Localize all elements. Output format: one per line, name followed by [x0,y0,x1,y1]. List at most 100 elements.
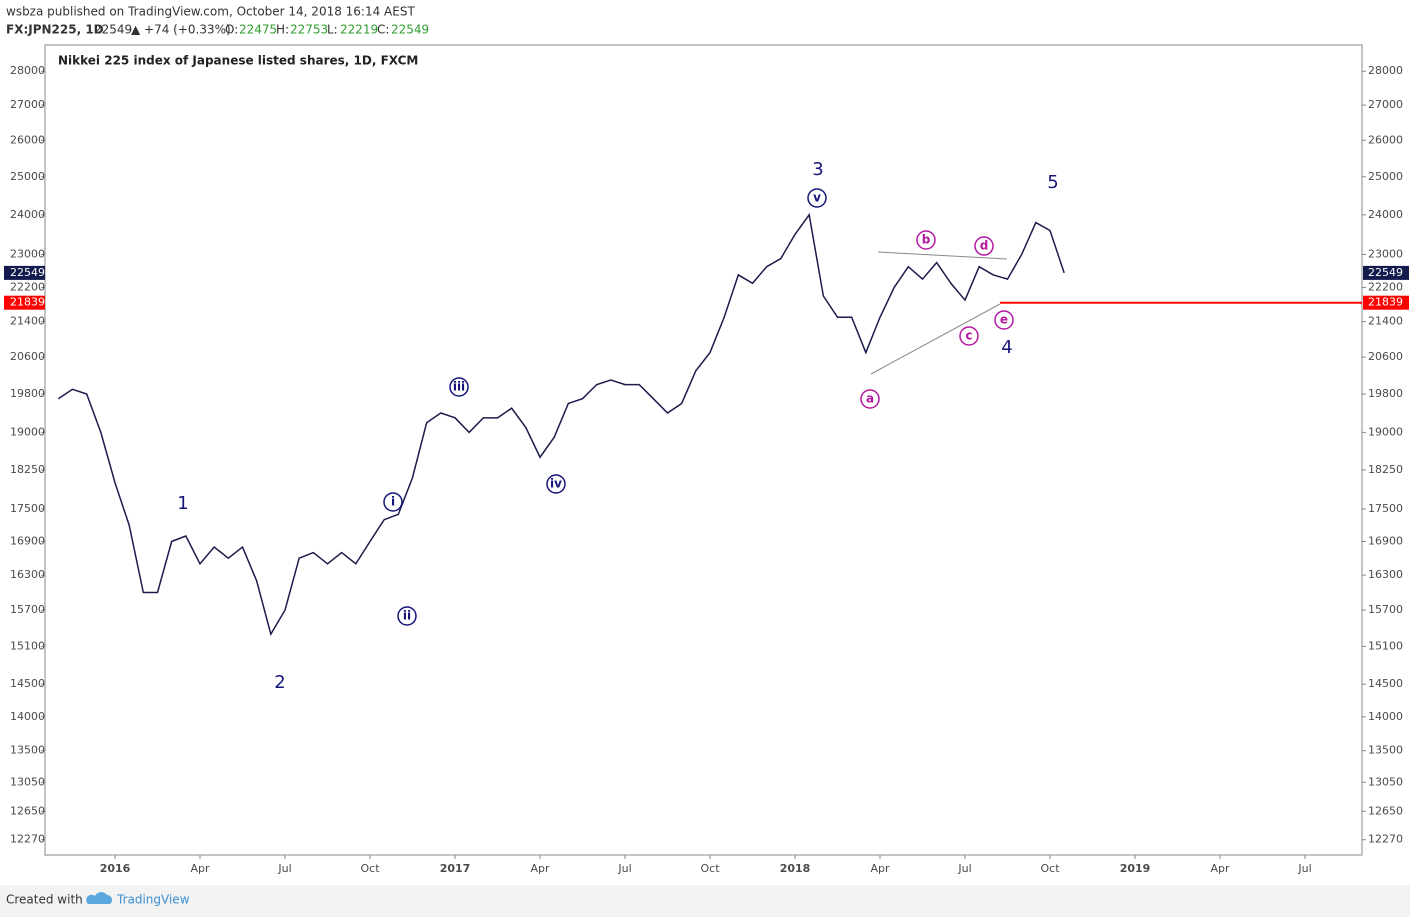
change: ▲ +74 (+0.33%) [131,23,231,37]
y-tick-label: 25000 [10,170,45,183]
y-tick-label: 15700 [1368,603,1403,616]
y-tick-label: 22200 [1368,280,1403,293]
c-label: C: [377,23,389,37]
y-tick-label: 13500 [10,744,45,757]
y-tick-label: 14000 [10,710,45,723]
y-tick-label: 25000 [1368,170,1403,183]
minor-wave: iv [550,477,562,491]
x-tick-label: Apr [530,862,550,875]
h-label: H: [276,23,289,37]
y-tick-label: 22200 [10,280,45,293]
low: 22219 [340,23,378,37]
y-tick-label: 12270 [1368,833,1403,846]
y-tick-label: 13050 [1368,775,1403,788]
y-tick-label: 12650 [10,804,45,817]
y-tick-label: 28000 [10,64,45,77]
minor-wave: v [813,191,821,205]
y-tick-label: 13050 [10,775,45,788]
y-tick-label: 20600 [1368,350,1403,363]
x-tick-label: Apr [1210,862,1230,875]
minor-wave: ii [403,609,411,623]
y-tick-label: 28000 [1368,64,1403,77]
x-tick-label: 2016 [100,862,131,875]
y-tick-label: 20600 [10,350,45,363]
y-tick-label: 19000 [10,425,45,438]
y-tick-label: 13500 [1368,744,1403,757]
price-tag [1363,295,1409,310]
high: 22753 [290,23,328,37]
circles [383,188,1014,626]
footer-brand[interactable]: TradingView [116,893,190,907]
close: 22549 [391,23,429,37]
abc-wave: e [1000,313,1008,327]
y-tick-label: 16900 [1368,534,1403,547]
x-tick-label: 2019 [1120,862,1151,875]
publisher: wsbza published on TradingView.com, Octo… [6,5,415,19]
y-tick-label: 27000 [10,98,45,111]
x-tick-label: Jul [617,862,631,875]
price-tag [4,295,45,310]
y-tick-label: 17500 [10,502,45,515]
y-tick-label: 12270 [10,833,45,846]
y-tick-label: 12650 [1368,804,1403,817]
y-tick-label: 21400 [10,315,45,328]
y-tick-label: 27000 [1368,98,1403,111]
y-tick-label: 16300 [10,568,45,581]
price-tag-label: 21839 [1368,296,1403,309]
y-tick-label: 15100 [10,639,45,652]
y-tick-label: 26000 [10,133,45,146]
price-tag-label: 22549 [10,266,45,279]
l-label: L: [327,23,338,37]
y-tick-label: 15700 [10,603,45,616]
price-tag [4,265,45,280]
open: 22475 [239,23,277,37]
minor-wave: iii [453,380,465,394]
y-tick-label: 19800 [1368,387,1403,400]
minor-wave: i [391,495,395,509]
wave-label: 5 [1047,172,1058,193]
y-tick-label: 24000 [10,208,45,221]
x-tick-label: Jul [1297,862,1311,875]
footer-created: Created with [6,893,83,907]
o-label: O: [225,23,238,37]
trendline [870,303,1001,375]
y-tick-label: 23000 [1368,247,1403,260]
symbol: FX:JPN225, 1D [6,23,104,37]
x-tick-label: Apr [870,862,890,875]
x-tick-label: Jul [957,862,971,875]
chart-title: Nikkei 225 index of Japanese listed shar… [58,54,418,68]
x-tick-label: Oct [700,862,720,875]
logo [86,892,113,904]
price-tag [1363,265,1409,280]
wave-label: 1 [177,493,188,514]
x-tick-label: Oct [360,862,380,875]
wave-label: 3 [812,159,823,180]
abc-wave: b [922,233,931,247]
y-tick-label: 19800 [10,387,45,400]
wave-label: 2 [274,672,285,693]
price: 22549 [94,23,132,37]
wave-label: 4 [1001,337,1012,358]
price-line [57,212,1065,637]
x-tick-label: Jul [277,862,291,875]
y-tick-label: 14500 [1368,677,1403,690]
y-tick-label: 16300 [1368,568,1403,581]
y-tick-label: 16900 [10,534,45,547]
footer-bar [0,885,1410,917]
abc-wave: c [965,329,972,343]
y-tick-label: 21400 [1368,315,1403,328]
y-tick-label: 23000 [10,247,45,260]
y-tick-label: 14500 [10,677,45,690]
trendline [877,251,1008,260]
y-tick-label: 26000 [1368,133,1403,146]
y-tick-label: 18250 [10,463,45,476]
y-tick-label: 24000 [1368,208,1403,221]
x-tick-label: Oct [1040,862,1060,875]
y-tick-label: 14000 [1368,710,1403,723]
abc-wave: d [980,239,989,253]
price-tag-label: 22549 [1368,266,1403,279]
y-tick-label: 19000 [1368,425,1403,438]
y-tick-label: 18250 [1368,463,1403,476]
y-tick-label: 15100 [1368,639,1403,652]
